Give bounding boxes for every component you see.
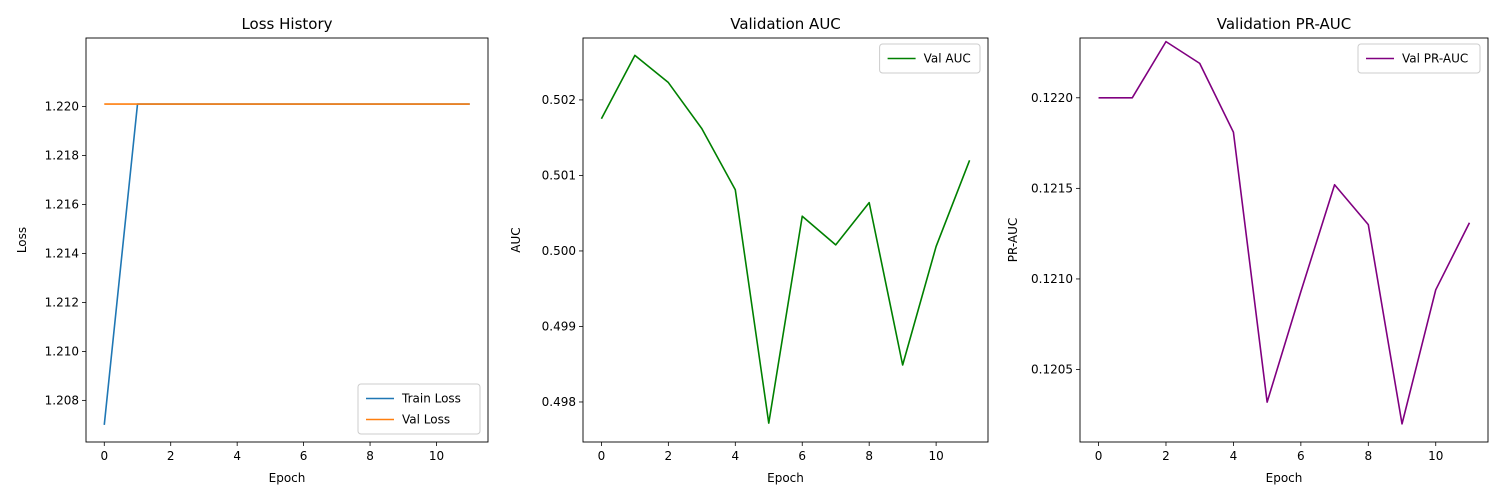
x-tick-label: 10 xyxy=(429,449,444,463)
validation-pr-auc-title: Validation PR-AUC xyxy=(1217,15,1352,33)
y-tick-label: 1.212 xyxy=(45,295,79,309)
x-tick-label: 0 xyxy=(100,449,108,463)
validation-auc-panel: Validation AUC 0 2 4 6 8 10 0.498 0.499 0.500 0.50… xyxy=(509,15,989,485)
y-tick-label: 0.500 xyxy=(542,244,576,258)
legend-box xyxy=(357,383,481,435)
legend-label-val-pr-auc: Val PR-AUC xyxy=(1402,52,1468,66)
y-tick-label: 0.498 xyxy=(542,395,576,409)
y-tick-label: 0.499 xyxy=(542,319,576,333)
x-tick-label: 8 xyxy=(366,449,374,463)
y-tick-label: 0.1215 xyxy=(1031,181,1073,195)
val-pr-auc-line xyxy=(1098,40,1471,425)
x-tick-label: 2 xyxy=(167,449,175,463)
loss-history-y-axis-label: Loss xyxy=(15,227,29,253)
y-tick-label: 0.1220 xyxy=(1031,91,1073,105)
validation-auc-x-axis-label: Epoch xyxy=(767,471,804,485)
validation-auc-title: Validation AUC xyxy=(730,15,841,33)
x-tick-label: 8 xyxy=(865,449,873,463)
x-tick-label: 4 xyxy=(731,449,739,463)
validation-auc-y-axis-label: AUC xyxy=(509,227,523,252)
legend-box xyxy=(1357,43,1481,74)
x-tick-label: 8 xyxy=(1364,449,1372,463)
legend-label-train-loss: Train Loss xyxy=(401,392,461,406)
x-tick-label: 0 xyxy=(1095,449,1103,463)
loss-history-panel: Loss History 0 2 4 6 8 10 1.208 1.210 1.212 1.214 1… xyxy=(15,15,489,485)
loss-history-plot-frame xyxy=(85,37,489,443)
y-tick-label: 0.501 xyxy=(542,168,576,182)
validation-pr-auc-plot-frame xyxy=(1079,37,1489,443)
y-tick-label: 0.1205 xyxy=(1031,363,1073,377)
x-tick-label: 2 xyxy=(1162,449,1170,463)
y-tick-label: 0.1210 xyxy=(1031,272,1073,286)
x-tick-label: 0 xyxy=(598,449,606,463)
validation-pr-auc-x-axis-label: Epoch xyxy=(1266,471,1303,485)
loss-history-legend: Train Loss Val Loss xyxy=(357,383,481,435)
x-tick-label: 10 xyxy=(928,449,943,463)
loss-history-x-axis-label: Epoch xyxy=(269,471,306,485)
validation-pr-auc-y-axis-label: PR-AUC xyxy=(1006,218,1020,263)
x-tick-label: 6 xyxy=(798,449,806,463)
legend-label-val-auc: Val AUC xyxy=(924,52,971,66)
validation-pr-auc-legend: Val PR-AUC xyxy=(1357,43,1481,74)
loss-history-title: Loss History xyxy=(241,15,332,33)
train-loss-line xyxy=(103,103,470,425)
x-tick-label: 4 xyxy=(1230,449,1238,463)
legend-box xyxy=(879,43,981,74)
validation-auc-plot-frame xyxy=(582,37,989,443)
y-tick-label: 0.502 xyxy=(542,93,576,107)
x-tick-label: 6 xyxy=(1297,449,1305,463)
y-tick-label: 1.216 xyxy=(45,197,79,211)
legend-label-val-loss: Val Loss xyxy=(402,413,450,427)
val-auc-line xyxy=(600,54,971,424)
y-tick-label: 1.220 xyxy=(45,100,79,114)
x-tick-label: 10 xyxy=(1428,449,1443,463)
y-tick-label: 1.210 xyxy=(45,344,79,358)
x-tick-label: 6 xyxy=(300,449,308,463)
x-tick-label: 2 xyxy=(665,449,673,463)
y-tick-label: 1.208 xyxy=(45,393,79,407)
y-tick-label: 1.218 xyxy=(45,149,79,163)
x-tick-label: 4 xyxy=(233,449,241,463)
validation-auc-legend: Val AUC xyxy=(879,43,981,74)
validation-pr-auc-panel: Validation PR-AUC 0 2 4 6 8 10 0.1205 0.1210 0.12… xyxy=(1006,15,1489,485)
y-tick-label: 1.214 xyxy=(45,246,79,260)
